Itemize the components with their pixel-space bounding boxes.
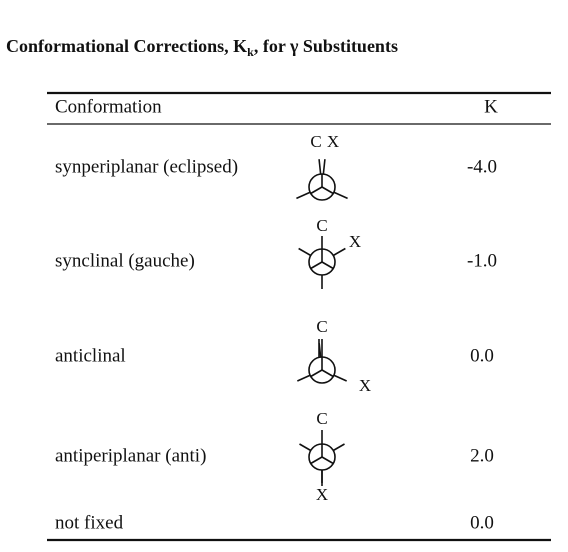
column-header: Conformation [55, 96, 162, 117]
back-bond [318, 159, 322, 175]
back-bond [299, 443, 312, 452]
atom-label: X [359, 376, 371, 395]
back-bond [332, 443, 345, 452]
atom-label: C [316, 216, 327, 235]
title-text: Conformational Corrections, K [6, 36, 247, 56]
k-value: -1.0 [467, 250, 497, 271]
newman-projections [296, 159, 348, 486]
conformation: not fixed [55, 512, 124, 533]
front-bond [321, 261, 334, 270]
conformation: synperiplanar (eclipsed) [55, 156, 238, 177]
back-bond [298, 247, 312, 257]
front-bond [310, 369, 323, 378]
front-bond [321, 369, 334, 378]
front-bond [310, 456, 323, 465]
column-header: K [484, 96, 498, 117]
k-value: 0.0 [470, 512, 494, 533]
conformation: antiperiplanar (anti) [55, 445, 206, 466]
back-bond [297, 374, 311, 382]
front-bond [321, 186, 334, 195]
atom-label: X [316, 485, 328, 504]
back-bond [333, 191, 348, 200]
front-bond [310, 186, 323, 195]
title: Conformational Corrections, Kk, for γ Su… [6, 36, 398, 59]
title-subscript: k [247, 45, 254, 59]
atom-label: C [316, 317, 327, 336]
back-bond [296, 191, 311, 200]
front-bond [321, 456, 334, 465]
k-value: 0.0 [470, 345, 494, 366]
back-bond [322, 159, 326, 175]
back-bond [332, 247, 346, 257]
title-text: , for γ Substituents [254, 36, 398, 56]
atom-label: C [316, 409, 327, 428]
atom-label: C [310, 132, 321, 151]
conformation: anticlinal [55, 345, 126, 366]
atom-label: X [327, 132, 339, 151]
front-bond [310, 261, 323, 270]
k-value: -4.0 [467, 156, 497, 177]
k-value: 2.0 [470, 445, 494, 466]
atom-label: X [349, 232, 361, 251]
conformation: synclinal (gauche) [55, 250, 195, 271]
back-bond [333, 374, 347, 382]
